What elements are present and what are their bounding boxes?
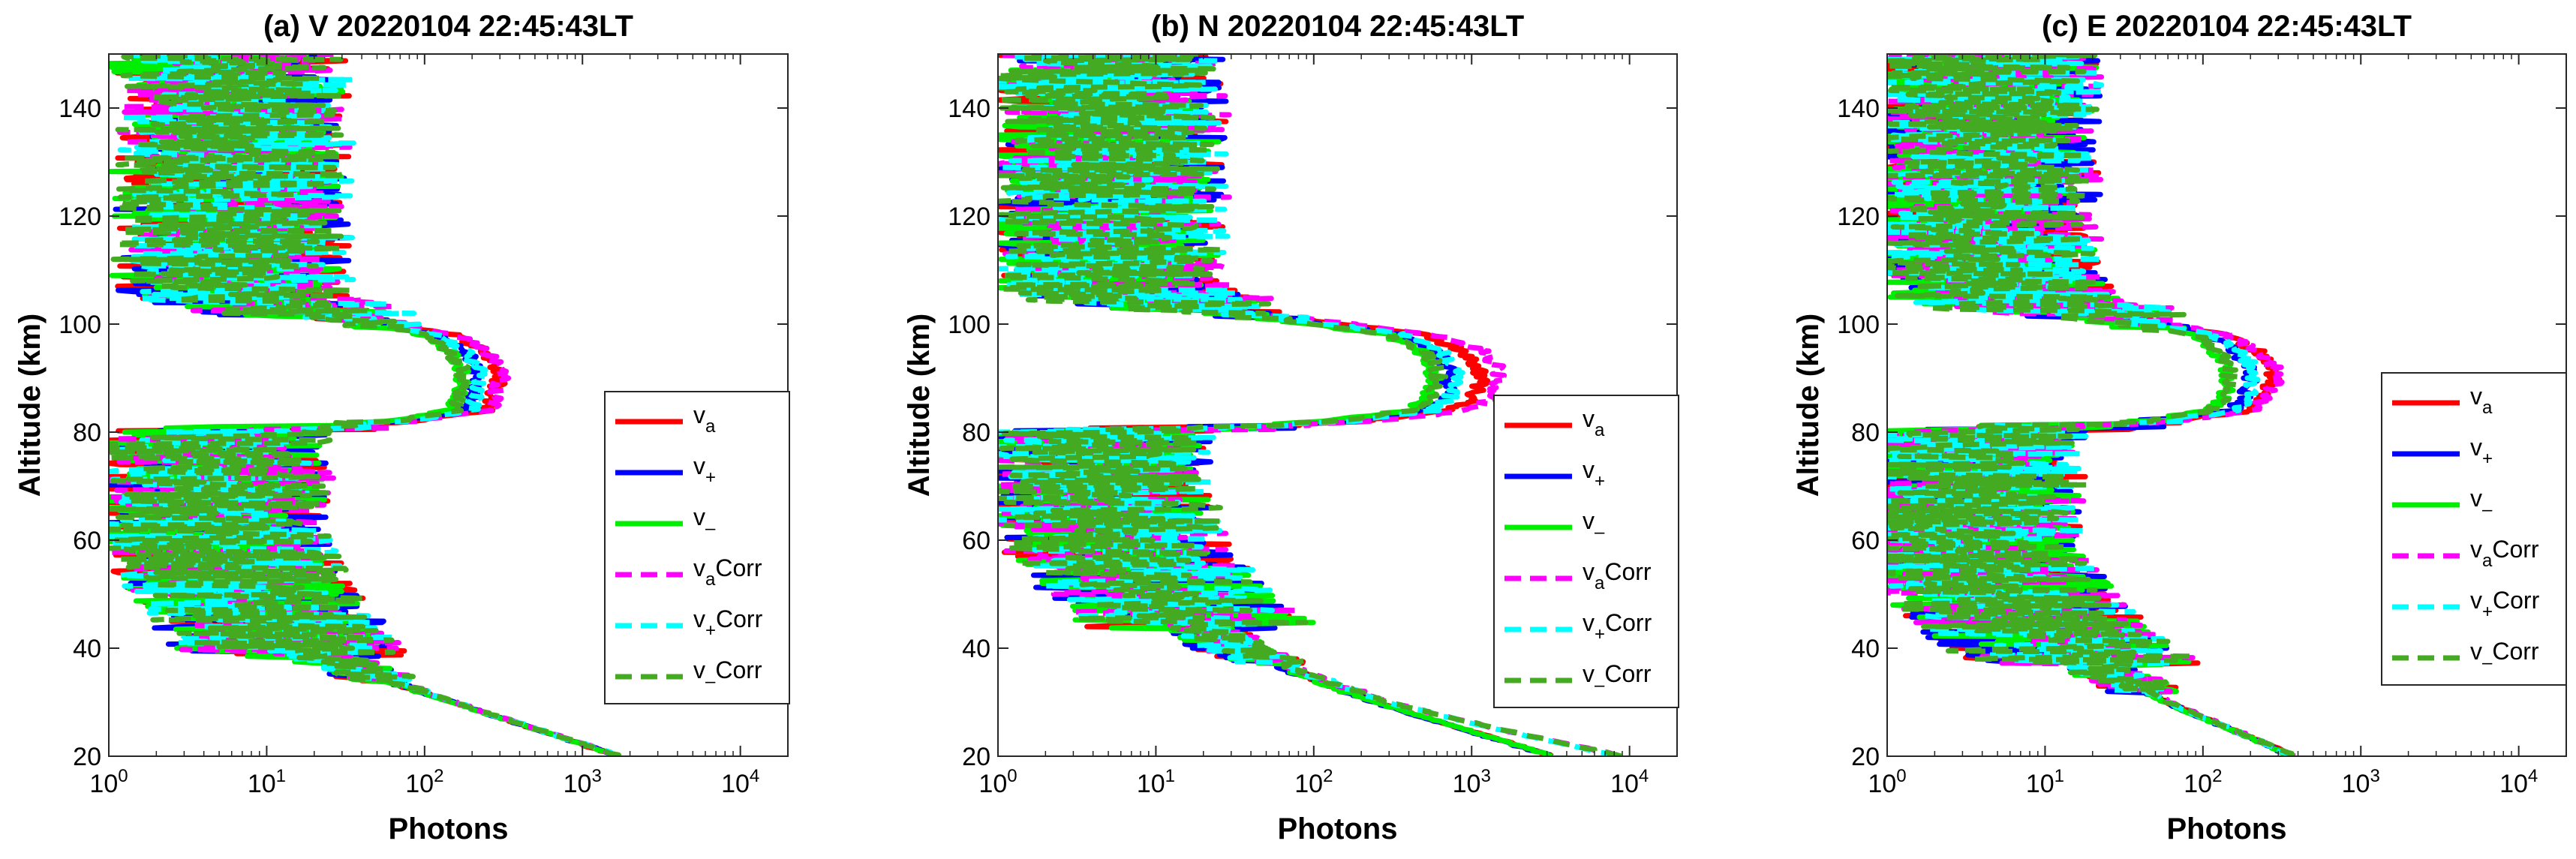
y-tick-label: 60 [1851,527,1880,555]
y-tick-label: 120 [59,203,101,231]
legend-entry: va [2470,383,2493,418]
y-tick-label: 20 [962,743,990,771]
legend-entry: v+ [1583,456,1605,491]
legend-entry: vaCorr [2470,536,2539,571]
legend-entry: v– [693,503,716,539]
legend-entry: v–Corr [2470,638,2539,673]
x-tick-label: 103 [2342,766,2380,798]
x-tick-label: 101 [248,766,286,798]
legend: va v+ v– vaCorr v+Corr v–Corr [2381,372,2567,686]
panel-c: 100 101 102 103 104 20 40 60 80 100 120 140 (c) E 20… [1792,10,2567,845]
legend-entry: v+Corr [693,605,763,641]
series-group [998,54,1622,756]
y-axis-label: Altitude (km) [903,314,936,497]
legend-box [2381,372,2567,686]
legend-entry: v– [1583,507,1605,542]
x-axis-label: Photons [1278,812,1398,845]
legend-entry: v– [2470,485,2493,520]
y-tick-label: 140 [948,95,990,123]
x-tick-label: 101 [2026,766,2064,798]
x-tick-label: 104 [2499,766,2538,798]
y-tick-label: 120 [1837,203,1880,231]
chart-title: (c) E 20220104 22:45:43LT [2042,10,2412,43]
panel-b: 100 101 102 103 104 20 40 60 80 100 120 140 (b) N 20… [903,10,1679,845]
series-line-v-corr [1887,54,2296,756]
y-tick-label: 60 [73,527,101,555]
y-tick-label: 140 [59,95,101,123]
x-tick-label: 104 [721,766,759,798]
y-tick-label: 140 [1837,95,1880,123]
y-axis-label: Altitude (km) [1792,314,1825,497]
y-tick-label: 20 [1851,743,1880,771]
x-tick-label: 100 [1868,766,1906,798]
series-group [109,54,622,756]
y-tick-label: 80 [1851,419,1880,447]
x-tick-label: 102 [2184,766,2222,798]
series-line-v-corr [998,54,1622,756]
panel-a: 100 101 102 103 104 20 40 60 80 100 120 140 (a) V 20… [14,10,790,845]
legend: va v+ v– vaCorr v+Corr v–Corr [604,391,790,704]
legend-entry: v+Corr [1583,609,1652,644]
legend-entry: v+Corr [2470,587,2540,622]
chart-title: (b) N 20220104 22:45:43LT [1151,10,1524,43]
legend-entry: v–Corr [1583,660,1652,695]
x-tick-label: 100 [89,766,128,798]
legend-entry: v–Corr [693,656,762,692]
y-tick-label: 20 [73,743,101,771]
y-tick-label: 40 [73,635,101,663]
x-tick-label: 103 [1453,766,1491,798]
x-tick-label: 100 [978,766,1017,798]
legend-box [1493,395,1679,708]
legend-entry: v+ [693,452,716,488]
legend: va v+ v– vaCorr v+Corr v–Corr [1493,395,1679,708]
x-tick-label: 104 [1610,766,1649,798]
x-tick-label: 103 [564,766,602,798]
legend-box [604,391,790,704]
y-tick-label: 100 [948,311,990,339]
y-axis-label: Altitude (km) [14,314,47,497]
legend-entry: v+ [2470,434,2493,469]
x-axis-label: Photons [389,812,509,845]
series-line-v-corr [109,54,621,756]
y-tick-label: 80 [962,419,990,447]
y-tick-label: 40 [962,635,990,663]
series-line-v-corr [109,54,622,756]
legend-entry: vaCorr [693,554,762,590]
y-tick-label: 80 [73,419,101,447]
y-tick-label: 100 [59,311,101,339]
y-tick-label: 100 [1837,311,1880,339]
series-group [1887,54,2296,756]
y-tick-label: 40 [1851,635,1880,663]
y-tick-label: 60 [962,527,990,555]
legend-entry: vaCorr [1583,558,1652,593]
chart-title: (a) V 20220104 22:45:43LT [263,10,633,43]
x-axis-label: Photons [2167,812,2287,845]
legend-entry: va [1583,405,1605,440]
x-tick-label: 102 [1294,766,1333,798]
x-tick-label: 102 [405,766,443,798]
legend-entry: va [693,401,716,437]
x-tick-label: 101 [1137,766,1175,798]
y-tick-label: 120 [948,203,990,231]
series-line-v- [1887,54,2295,756]
